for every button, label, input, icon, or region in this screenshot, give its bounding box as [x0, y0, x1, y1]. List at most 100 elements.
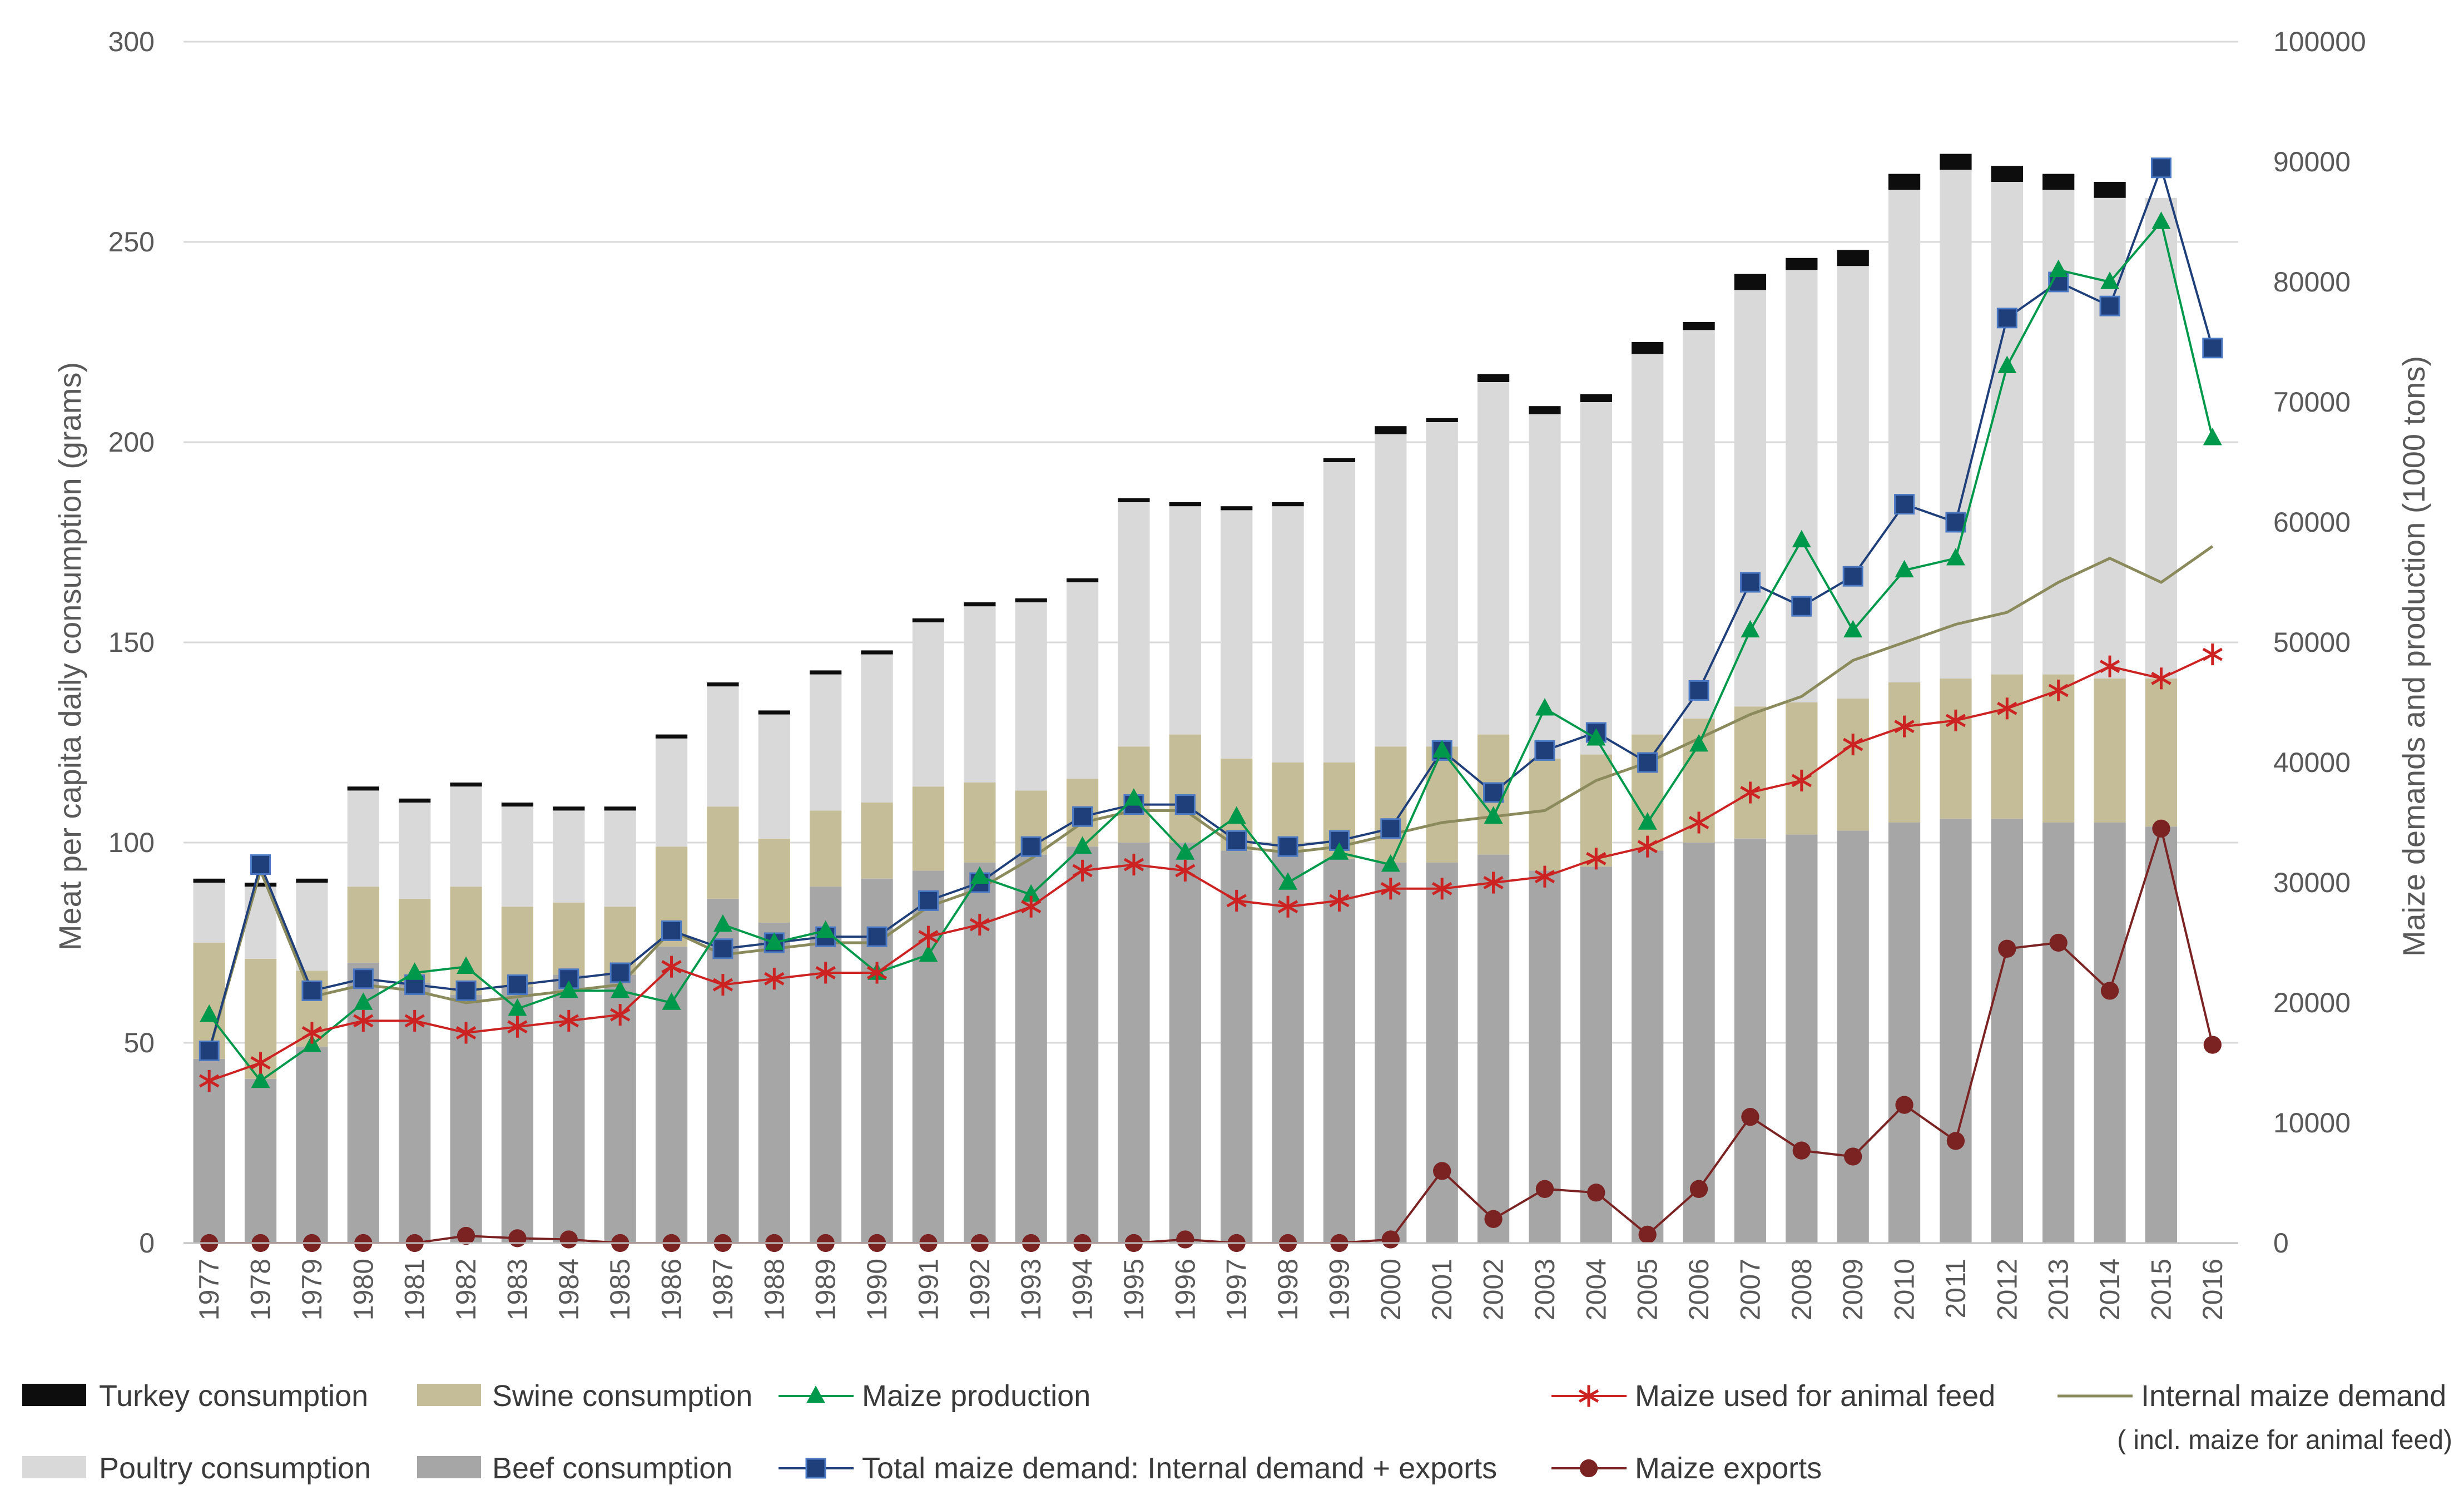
- x-tick-label: 1987: [707, 1259, 738, 1320]
- data-point: [508, 1229, 527, 1247]
- y-axis-right-title: Maize demands and production (1000 tons): [2396, 356, 2431, 957]
- data-point: [1689, 1180, 1708, 1198]
- legend-label: Poultry consumption: [99, 1452, 371, 1485]
- x-tick-label: 1980: [348, 1259, 379, 1320]
- data-point: [200, 1004, 219, 1022]
- marker-stroke: [1791, 774, 1812, 788]
- bar-segment: [1580, 394, 1612, 402]
- bar-segment: [450, 783, 482, 787]
- data-point: [712, 938, 733, 959]
- data-point: [457, 956, 476, 974]
- y-right-tick-label: 50000: [2273, 627, 2351, 658]
- y-left-tick-label: 300: [108, 26, 155, 57]
- data-point: [1997, 355, 2017, 373]
- data-point: [2100, 271, 2120, 289]
- data-point: [1432, 740, 1452, 758]
- data-point: [199, 1070, 220, 1092]
- bar-segment: [964, 606, 996, 783]
- data-point: [1843, 734, 1863, 756]
- data-point: [918, 925, 939, 948]
- data-point: [2151, 667, 2172, 690]
- data-point: [1329, 889, 1350, 912]
- data-point: [1176, 1230, 1194, 1249]
- legend-label-note: ( incl. maize for animal feed): [2117, 1425, 2452, 1455]
- data-point: [1945, 709, 1966, 731]
- legend-label: Swine consumption: [492, 1379, 752, 1413]
- bar-segment: [296, 878, 328, 883]
- x-tick-label: 2012: [1991, 1259, 2022, 1320]
- bar-segment: [861, 654, 893, 803]
- marker-stroke: [404, 1014, 425, 1028]
- x-tick-label: 2009: [1837, 1259, 1868, 1320]
- data-point: [2202, 643, 2223, 666]
- legend-label: Maize used for animal feed: [1635, 1379, 1995, 1413]
- bar-segment: [1837, 698, 1869, 831]
- y-left-tick-label: 250: [108, 226, 155, 258]
- y-right-tick-label: 0: [2273, 1227, 2289, 1259]
- x-tick-label: 2011: [1940, 1259, 1971, 1319]
- data-point: [2152, 819, 2170, 838]
- data-point: [1945, 512, 1966, 533]
- y-right-tick-label: 90000: [2273, 146, 2351, 177]
- bar-segment: [1940, 154, 1972, 170]
- data-point: [1792, 1141, 1811, 1160]
- marker-stroke: [1483, 876, 1504, 889]
- bar-segment: [912, 786, 945, 871]
- data-point: [1535, 698, 1554, 716]
- data-point: [1637, 835, 1658, 858]
- x-tick-label: 1992: [964, 1259, 995, 1320]
- marker-stroke: [558, 1014, 579, 1028]
- data-point: [1587, 728, 1606, 746]
- y-right-tick-label: 20000: [2273, 987, 2351, 1018]
- bar-segment: [1015, 602, 1047, 791]
- y-left-tick-label: 100: [108, 827, 155, 858]
- x-tick-label: 1988: [758, 1259, 790, 1320]
- data-point: [1226, 889, 1247, 912]
- data-point: [1844, 1147, 1862, 1166]
- data-point: [1174, 794, 1196, 815]
- data-point: [661, 920, 682, 941]
- bar-segment: [1118, 498, 1150, 502]
- data-point: [1484, 1210, 1503, 1228]
- bar-segment: [244, 1078, 277, 1243]
- x-tick-label: 1986: [656, 1259, 687, 1320]
- bar-segment: [964, 783, 996, 863]
- data-point: [765, 932, 784, 950]
- x-tick-label: 1979: [296, 1259, 328, 1320]
- data-point: [1175, 859, 1196, 882]
- data-point: [1586, 848, 1607, 870]
- data-point: [558, 1009, 579, 1032]
- bar-segment: [501, 803, 534, 807]
- data-point: [1843, 620, 1863, 638]
- marker-stroke: [2048, 684, 2069, 697]
- bar-segment: [1888, 190, 1921, 682]
- data-point: [1380, 818, 1401, 839]
- marker-stroke: [2099, 660, 2120, 674]
- bar-segment: [501, 806, 534, 907]
- data-point: [1433, 1162, 1451, 1180]
- data-point: [2048, 679, 2069, 701]
- bar-segment: [1272, 763, 1304, 851]
- bar-segment: [2042, 823, 2075, 1243]
- x-tick-label: 1985: [604, 1259, 636, 1320]
- marker-stroke: [301, 1026, 323, 1039]
- bar-segment: [1118, 843, 1150, 1243]
- marker-stroke: [764, 972, 785, 986]
- bar-segment: [2094, 823, 2126, 1243]
- data-point: [712, 974, 733, 996]
- bar-segment: [655, 738, 688, 847]
- bar-segment: [1632, 354, 1664, 735]
- line-series: [199, 157, 2223, 1252]
- data-point: [455, 980, 477, 1001]
- bar-segment: [1066, 578, 1099, 582]
- data-point: [1791, 769, 1812, 791]
- data-point: [1432, 878, 1452, 900]
- x-tick-label: 1984: [553, 1259, 584, 1320]
- data-point: [1072, 806, 1093, 827]
- x-tick-label: 1997: [1221, 1259, 1252, 1320]
- data-point: [455, 1022, 477, 1044]
- data-point: [354, 992, 373, 1010]
- x-tick-label: 2001: [1426, 1259, 1457, 1320]
- bar-segment: [347, 790, 379, 887]
